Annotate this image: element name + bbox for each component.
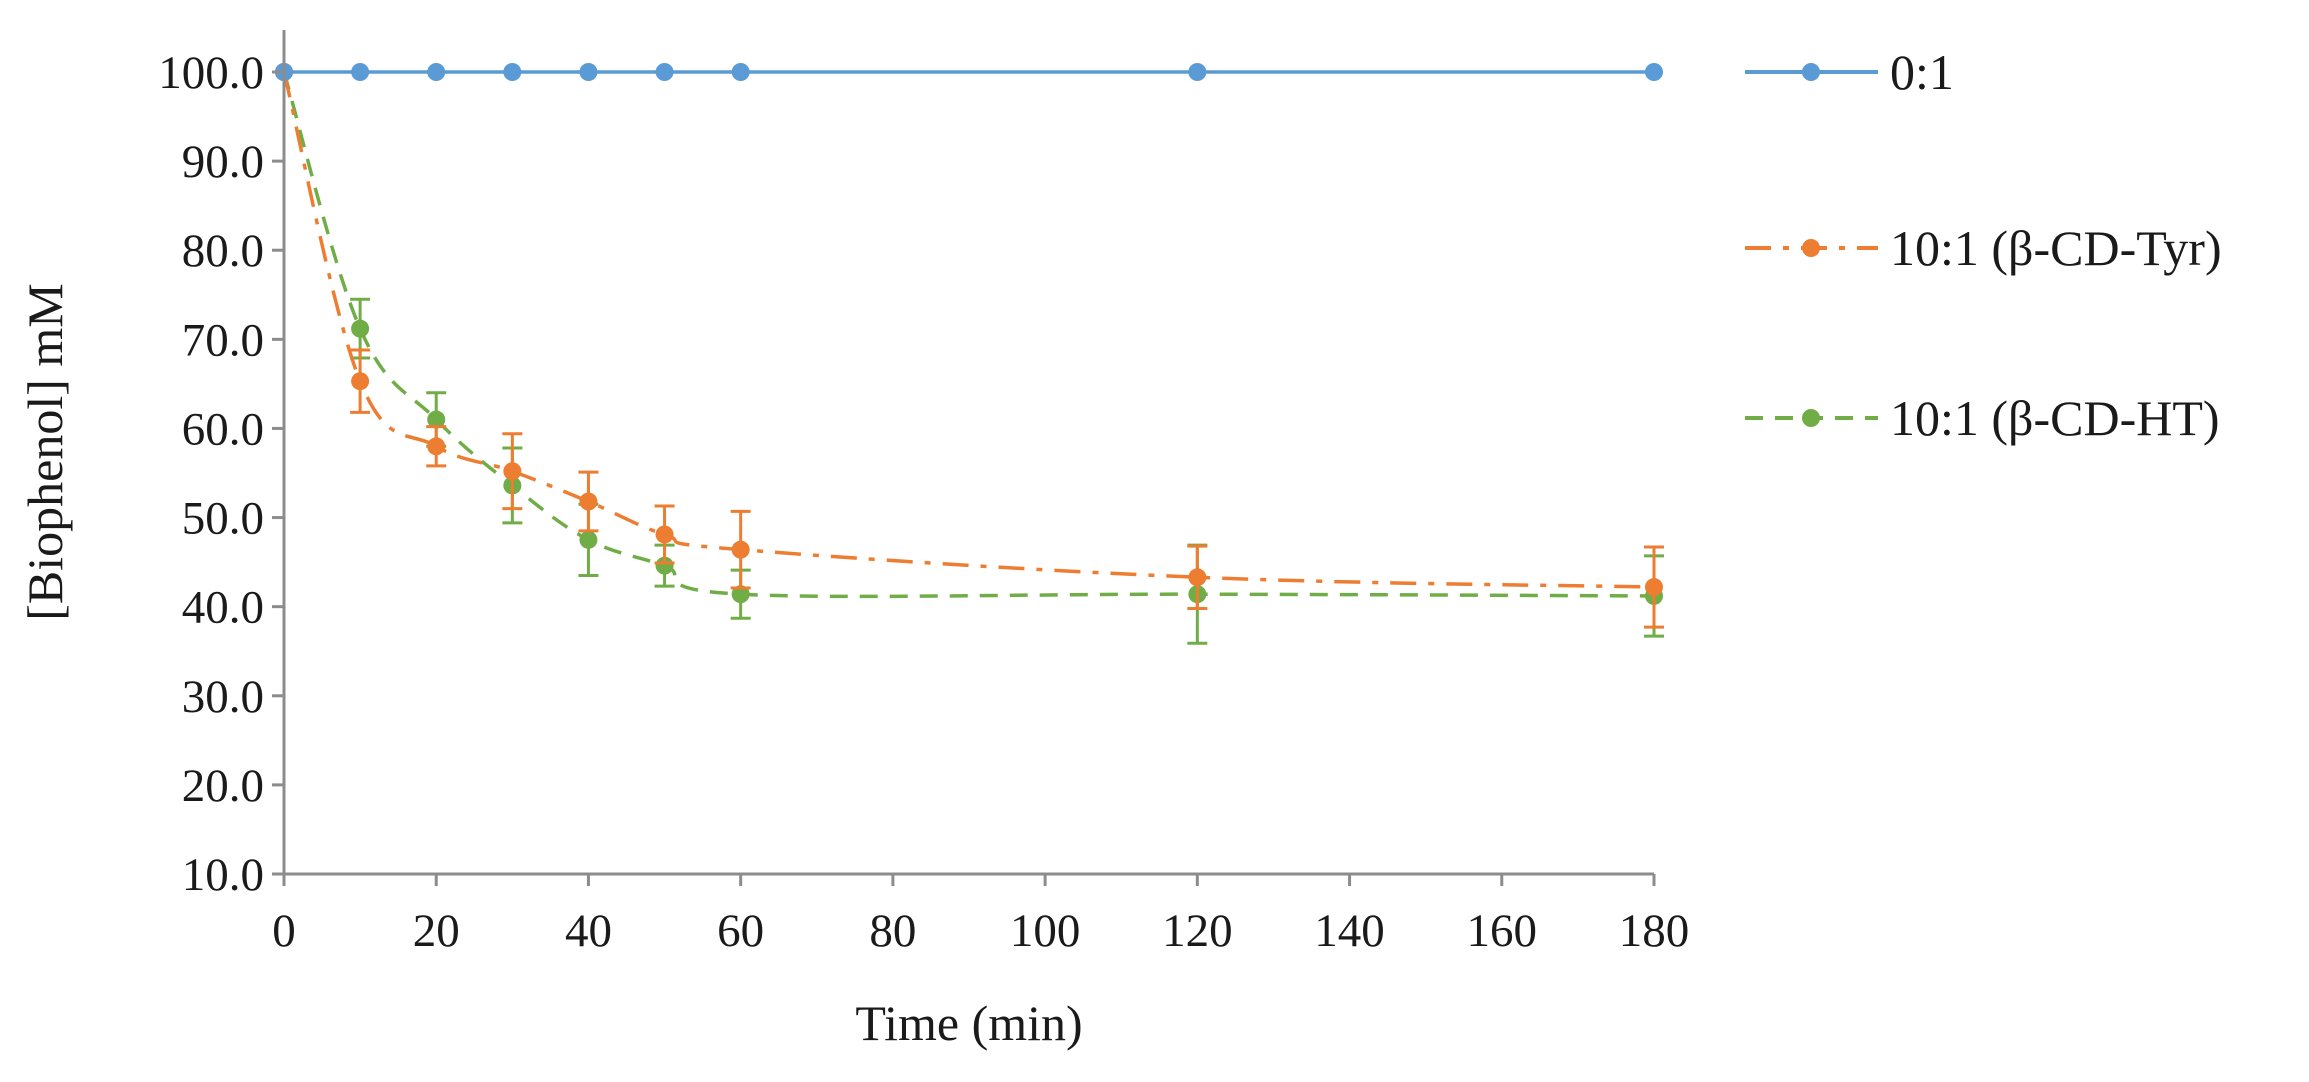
series-1 — [275, 63, 1664, 629]
series-line — [282, 71, 1655, 589]
legend: 0:1 10:1 (β-CD-Tyr) 10:1 (β-CD-HT) — [1745, 44, 2222, 446]
data-point — [1188, 63, 1207, 81]
y-tick-label: 90.0 — [182, 136, 264, 188]
data-point — [731, 63, 750, 81]
data-point — [731, 585, 750, 604]
series-line — [282, 71, 1655, 599]
data-point — [503, 63, 522, 81]
y-tick-label: 40.0 — [182, 582, 264, 634]
x-tick-label: 80 — [869, 905, 916, 957]
y-tick-label: 50.0 — [182, 493, 264, 545]
legend-swatch-marker — [1802, 63, 1820, 81]
y-tick-label: 10.0 — [182, 849, 264, 901]
y-tick-label: 80.0 — [182, 225, 264, 277]
x-axis-title: Time (min) — [855, 995, 1082, 1051]
x-tick-label: 180 — [1619, 905, 1690, 957]
y-tick-label: 100.0 — [158, 47, 264, 99]
x-tick-label: 120 — [1162, 905, 1233, 957]
legend-swatch-marker — [1802, 409, 1820, 427]
data-point — [427, 437, 446, 456]
data-point — [1188, 568, 1207, 587]
x-tick-label: 100 — [1010, 905, 1081, 957]
legend-label: 10:1 (β-CD-HT) — [1890, 390, 2220, 446]
x-tick-label: 40 — [565, 905, 612, 957]
x-tick-label: 60 — [717, 905, 764, 957]
y-tick-label: 20.0 — [182, 760, 264, 812]
legend-item-1: 10:1 (β-CD-Tyr) — [1745, 220, 2222, 276]
legend-label: 10:1 (β-CD-Tyr) — [1890, 220, 2222, 276]
plot-area — [275, 63, 1664, 645]
axes: 10.0 20.0 30.0 40.0 50.0 60.0 70.0 80.0 90.0 100.… — [158, 30, 1689, 957]
y-tick-label: 70.0 — [182, 314, 264, 366]
y-axis-title: [Biophenol] mM — [17, 283, 73, 620]
x-tick-label: 160 — [1467, 905, 1538, 957]
legend-swatch-marker — [1802, 239, 1820, 257]
data-point — [655, 556, 674, 575]
data-point — [1645, 578, 1663, 597]
legend-label: 0:1 — [1890, 44, 1954, 100]
data-point — [427, 63, 446, 81]
data-point — [351, 63, 370, 81]
data-point — [503, 462, 522, 481]
series-2 — [275, 63, 1664, 645]
data-point — [427, 410, 446, 429]
legend-item-2: 10:1 (β-CD-HT) — [1745, 390, 2220, 446]
data-point — [579, 530, 598, 549]
data-point — [655, 525, 674, 544]
data-point — [351, 372, 370, 391]
data-point — [1645, 63, 1663, 81]
data-point — [579, 492, 598, 511]
series-0 — [275, 63, 1663, 81]
y-tick-label: 30.0 — [182, 671, 264, 723]
legend-item-0: 0:1 — [1745, 44, 1954, 100]
x-tick-label: 0 — [272, 905, 296, 957]
data-point — [655, 63, 674, 81]
x-tick-label: 140 — [1314, 905, 1385, 957]
x-tick-label: 20 — [413, 905, 460, 957]
y-tick-label: 60.0 — [182, 403, 264, 455]
data-point — [351, 319, 370, 338]
data-point — [731, 540, 750, 559]
data-point — [579, 63, 598, 81]
